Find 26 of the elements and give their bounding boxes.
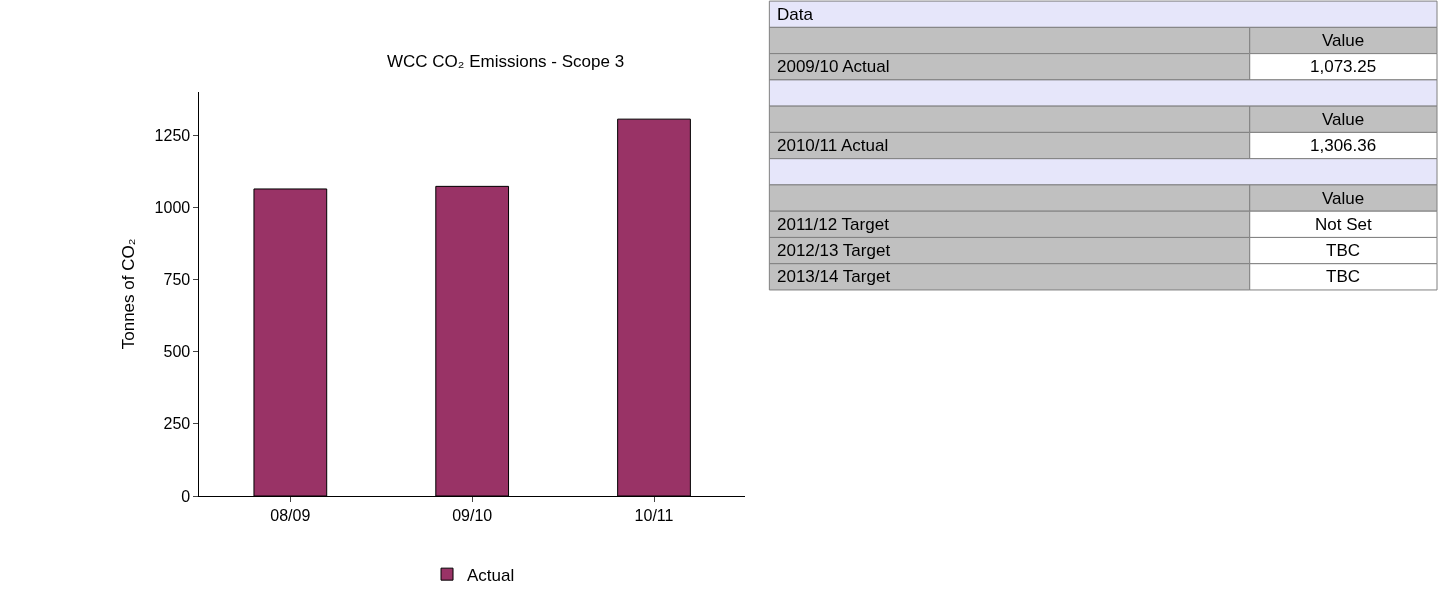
text: Not Set xyxy=(1315,215,1372,234)
text: Data xyxy=(777,5,814,24)
y-tick-label: 1000 xyxy=(154,199,191,217)
text: 1,073.25 xyxy=(1310,57,1377,76)
x-tick-label: 08/09 xyxy=(270,507,311,525)
category-label: 2011/12 Target xyxy=(777,215,890,234)
y-tick-label: 750 xyxy=(163,271,191,289)
x-tick-label: 09/10 xyxy=(452,507,493,525)
y-tick-label: 0 xyxy=(181,487,191,505)
x-tick-label: 10/11 xyxy=(634,507,674,525)
text: TBC xyxy=(1326,241,1360,260)
text: Value xyxy=(1322,110,1365,129)
text: Value xyxy=(1322,31,1365,50)
y-axis-title: Tonnes of CO₂ xyxy=(119,238,139,350)
legend-label: Actual xyxy=(467,565,515,585)
y-tick-label: 1250 xyxy=(154,126,191,144)
text: 1,306.36 xyxy=(1310,136,1377,155)
y-tick-label: 250 xyxy=(163,415,191,433)
y-tick-label: 500 xyxy=(163,343,191,361)
text: TBC xyxy=(1326,267,1360,286)
category-label: 2013/14 Target xyxy=(777,267,891,286)
chart-title: WCC CO₂ Emissions - Scope 3 xyxy=(387,52,625,71)
category-label: 2010/11 Actual xyxy=(777,136,889,155)
text: Value xyxy=(1322,189,1365,208)
category-label: 2012/13 Target xyxy=(777,241,891,260)
category-label: 2009/10 Actual xyxy=(777,57,890,76)
